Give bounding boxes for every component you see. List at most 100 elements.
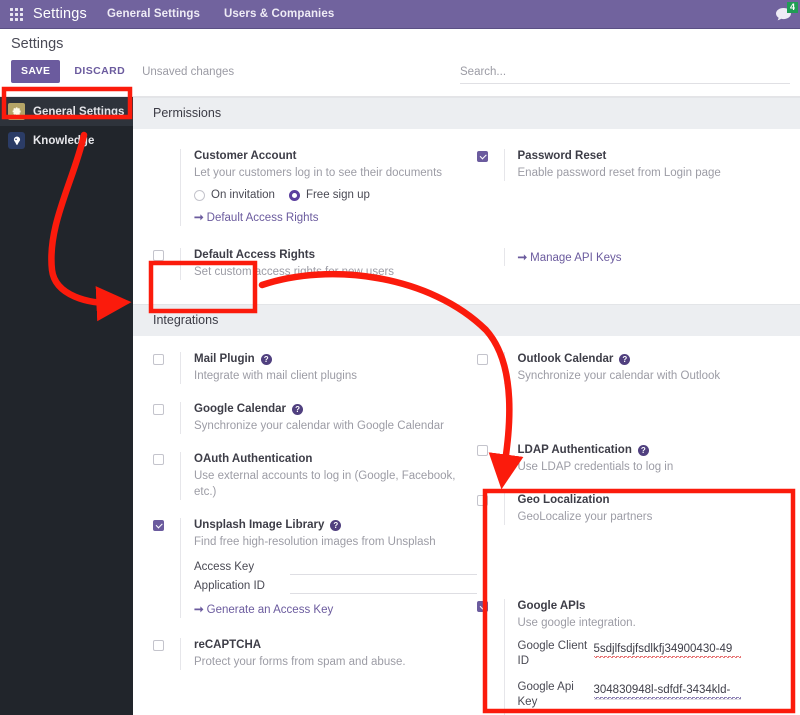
checkbox-oauth-authentication[interactable]: [153, 454, 164, 465]
checkbox-slot: [153, 248, 180, 280]
checkbox-google-apis[interactable]: [476, 601, 488, 612]
checkbox-slot: [476, 352, 504, 384]
setting-body: Google Calendar ? Synchronize your calen…: [180, 402, 477, 434]
navbar-item-users-companies[interactable]: Users & Companies: [224, 8, 335, 20]
google-apis-fields: Google Client ID Google Api Key: [518, 639, 800, 715]
checkbox-slot: [476, 493, 504, 525]
setting-description: Find free high-resolution images from Un…: [194, 536, 436, 548]
field-row-google-client-id: Google Client ID: [518, 639, 800, 669]
field-label: Google Api Key: [517, 681, 574, 708]
setting-body: Default Access Rights Set custom access …: [180, 248, 477, 280]
setting-title-text: LDAP Authentication: [517, 444, 632, 456]
checkbox-default-access-rights[interactable]: [153, 250, 164, 261]
setting-manage-api-keys: ➞ Manage API Keys: [477, 242, 800, 271]
setting-title: Password Reset: [517, 150, 607, 162]
arrow-right-icon: ➞: [194, 212, 204, 224]
unsaved-changes-status: Unsaved changes: [142, 65, 235, 78]
help-question-icon[interactable]: ?: [292, 404, 304, 415]
access-key-input[interactable]: [290, 559, 477, 575]
chat-bubble-icon[interactable]: 4: [774, 1, 798, 24]
search-bar: [460, 62, 790, 84]
application-id-input[interactable]: [290, 578, 477, 594]
setting-body: LDAP Authentication ? Use LDAP credentia…: [503, 443, 800, 475]
link-default-access-rights[interactable]: ➞ Default Access Rights: [194, 210, 319, 224]
section-heading-integrations: Integrations: [133, 304, 800, 336]
setting-description: Enable password reset from Login page: [517, 167, 721, 179]
help-question-icon[interactable]: ?: [330, 520, 342, 531]
field-input-wrap: [593, 639, 741, 660]
setting-title: Default Access Rights: [194, 249, 315, 261]
help-question-icon[interactable]: ?: [637, 445, 649, 456]
permissions-rows: Customer Account Let your customers log …: [133, 129, 800, 285]
help-question-icon[interactable]: ?: [260, 354, 272, 365]
setting-password-reset: Password Reset Enable password reset fro…: [476, 143, 800, 186]
checkbox-mail-plugin[interactable]: [153, 354, 164, 365]
checkbox-slot: [476, 443, 504, 475]
checkbox-unsplash-image-library[interactable]: [153, 520, 164, 531]
setting-geo-localization: Geo Localization GeoLocalize your partne…: [476, 487, 800, 530]
sidebar-item-knowledge[interactable]: Knowledge: [0, 126, 133, 155]
checkbox-geo-localization[interactable]: [476, 495, 488, 506]
google-client-id-input[interactable]: [593, 643, 741, 660]
setting-title: Google APIs: [517, 600, 586, 612]
setting-google-apis: Google APIs Use google integration. Goog…: [476, 593, 800, 715]
checkbox-slot: [477, 248, 504, 266]
setting-recaptcha: reCAPTCHA Protect your forms from spam a…: [153, 632, 477, 675]
setting-body: Unsplash Image Library ? Find free high-…: [180, 518, 477, 618]
search-input[interactable]: [460, 64, 790, 84]
setting-oauth-authentication: OAuth Authentication Use external accoun…: [153, 446, 477, 505]
radio-option-on-invitation[interactable]: On invitation: [194, 189, 275, 201]
checkbox-google-calendar[interactable]: [153, 404, 164, 415]
app-brand-title[interactable]: Settings: [33, 6, 87, 22]
setting-default-access-rights: Default Access Rights Set custom access …: [153, 242, 477, 285]
setting-body: Password Reset Enable password reset fro…: [503, 149, 800, 181]
setting-title: reCAPTCHA: [194, 639, 262, 651]
setting-title: Geo Localization: [517, 494, 610, 506]
checkbox-outlook-calendar[interactable]: [476, 354, 488, 365]
setting-mail-plugin: Mail Plugin ? Integrate with mail client…: [153, 346, 477, 389]
link-label: Generate an Access Key: [206, 604, 334, 616]
radio-icon[interactable]: [194, 189, 205, 201]
setting-title: Customer Account: [194, 150, 297, 162]
navbar-item-general-settings[interactable]: General Settings: [107, 8, 200, 20]
checkbox-slot: [153, 149, 180, 226]
control-panel: Settings SAVE DISCARD Unsaved changes: [0, 29, 800, 97]
radio-icon-selected[interactable]: [288, 189, 300, 201]
settings-sidebar: General Settings Knowledge: [0, 97, 133, 715]
setting-ldap-authentication: LDAP Authentication ? Use LDAP credentia…: [476, 437, 800, 480]
setting-description: Protect your forms from spam and abuse.: [194, 656, 406, 668]
setting-title: Unsplash Image Library ?: [194, 518, 477, 533]
sidebar-item-general-settings[interactable]: General Settings: [0, 97, 133, 126]
radio-option-free-sign-up[interactable]: Free sign up: [288, 189, 370, 201]
unsplash-fields: Access Key Application ID: [194, 559, 477, 594]
setting-unsplash-image-library: Unsplash Image Library ? Find free high-…: [153, 512, 477, 623]
checkbox-recaptcha[interactable]: [153, 640, 164, 651]
google-api-key-input[interactable]: [593, 684, 741, 700]
setting-description: GeoLocalize your partners: [517, 511, 653, 523]
section-heading-permissions: Permissions: [133, 97, 800, 129]
setting-description: Set custom access rights for new users: [194, 266, 395, 278]
setting-title-text: Mail Plugin: [194, 353, 255, 365]
arrow-right-icon: ➞: [194, 604, 204, 616]
settings-content: Permissions Customer Account Let your cu…: [133, 97, 800, 715]
arrow-right-icon: ➞: [517, 252, 528, 264]
link-manage-api-keys[interactable]: ➞ Manage API Keys: [518, 250, 622, 264]
setting-title-text: Outlook Calendar: [517, 353, 614, 365]
setting-body: Outlook Calendar ? Synchronize your cale…: [503, 352, 800, 384]
help-question-icon[interactable]: ?: [619, 354, 631, 365]
setting-body: ➞ Manage API Keys: [503, 248, 800, 266]
link-generate-access-key[interactable]: ➞ Generate an Access Key: [194, 602, 333, 616]
permissions-right-column: Password Reset Enable password reset fro…: [476, 143, 800, 285]
checkbox-password-reset[interactable]: [476, 151, 488, 162]
field-row-google-api-key: Google Api Key: [518, 680, 800, 710]
discard-button[interactable]: DISCARD: [66, 60, 133, 83]
checkbox-ldap-authentication[interactable]: [476, 445, 488, 456]
field-label: Application ID: [194, 580, 265, 592]
setting-body: reCAPTCHA Protect your forms from spam a…: [180, 638, 477, 670]
apps-grid-icon[interactable]: [10, 7, 23, 21]
setting-description: Integrate with mail client plugins: [194, 370, 357, 382]
setting-google-calendar: Google Calendar ? Synchronize your calen…: [153, 396, 477, 439]
save-button[interactable]: SAVE: [11, 60, 61, 83]
customer-account-radio-group: On invitation Free sign up: [194, 189, 477, 201]
checkbox-slot: [153, 352, 180, 384]
